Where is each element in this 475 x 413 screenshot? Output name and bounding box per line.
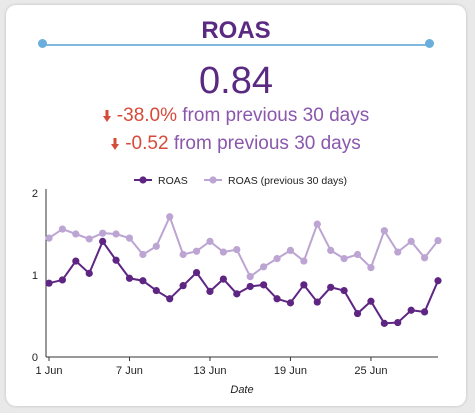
data-point [340,255,348,263]
data-point [380,227,388,235]
absolute-change-label: from previous 30 days [173,133,361,154]
data-point [434,236,442,245]
data-point [286,246,295,254]
data-point [99,237,107,245]
data-point [407,237,415,245]
data-point [434,277,442,285]
data-point [420,308,429,316]
data-point [192,268,201,277]
data-point [152,286,160,295]
data-point [233,290,241,298]
chart-legend: ROAS ROAS (previous 30 days) [134,175,347,187]
x-axis-title: Date [230,384,253,396]
data-point [233,245,241,254]
data-point [219,248,227,256]
data-point [206,237,214,245]
down-arrow-icon [111,138,120,150]
data-point [139,277,147,285]
divider-right-dot [425,39,434,48]
data-point [58,225,67,233]
data-point [246,273,254,281]
data-point [166,295,174,303]
card-title: ROAS [201,17,271,44]
divider-left-dot [38,39,47,48]
down-arrow-icon [102,110,111,122]
data-point [85,269,93,277]
series-line [48,239,439,325]
data-point [125,234,134,242]
data-point [367,297,375,305]
data-point [313,220,321,228]
data-point [85,235,93,243]
data-point [219,275,227,283]
legend-item: ROAS [134,175,188,187]
data-point [327,283,335,291]
data-point [72,257,80,265]
data-point [300,281,308,289]
data-point [45,279,53,287]
data-point [273,255,281,263]
metric-value: 0.84 [199,60,273,102]
data-point [300,257,308,265]
data-point [179,282,187,290]
data-point [286,299,295,307]
chart-series [45,213,442,327]
data-point [260,263,268,271]
absolute-change-row: -0.52 from previous 30 days [6,133,466,155]
data-point [45,234,53,242]
data-point [327,246,335,254]
data-point [273,295,281,303]
data-point [407,306,415,314]
data-point [340,286,348,295]
legend-label: ROAS [158,175,188,187]
legend-swatch-dot [139,176,147,184]
y-tick-label: 1 [32,270,38,282]
title-divider [42,44,430,46]
x-tick-label: 1 Jun [36,365,63,377]
x-tick-label: 25 Jun [354,365,387,377]
data-point [112,230,120,238]
data-point [313,298,321,306]
series-roas [45,237,442,327]
data-point [367,264,375,272]
percent-change-row: -38.0% from previous 30 days [6,105,466,127]
data-point [260,281,268,289]
y-tick-label: 0 [32,352,38,364]
data-point [139,250,147,259]
data-point [58,276,67,284]
y-tick-label: 2 [32,188,38,200]
percent-change-label: from previous 30 days [182,105,370,126]
data-point [99,229,107,237]
data-point [112,256,120,264]
legend-item: ROAS (previous 30 days) [204,175,347,187]
data-point [353,309,362,318]
x-tick-label: 7 Jun [116,365,143,377]
data-point [246,282,254,291]
data-point [380,319,388,327]
data-point [420,254,429,262]
data-point [179,250,187,259]
chart-axes: 0 1 2 1 Jun 7 Jun 13 Jun 19 Jun 25 Jun Date [32,188,438,396]
data-point [72,230,80,238]
data-point [166,213,174,221]
data-point [353,250,362,259]
x-tick-label: 19 Jun [274,365,307,377]
roas-scorecard: ROAS 0.84 -38.0% from previous 30 days -… [6,5,466,406]
legend-label: ROAS (previous 30 days) [228,175,347,187]
data-point [125,274,134,282]
series-roas-previous [45,213,442,281]
data-point [192,247,201,255]
data-point [394,248,402,256]
data-point [394,318,402,327]
x-tick-label: 13 Jun [193,365,226,377]
roas-line-chart: ROAS ROAS (previous 30 days) 0 1 2 1 Jun 7 Ju… [32,175,442,396]
legend-swatch-dot [209,176,217,184]
percent-change-value: -38.0% [116,105,177,126]
absolute-change-value: -0.52 [125,133,169,154]
data-point [152,242,160,250]
data-point [206,287,214,295]
